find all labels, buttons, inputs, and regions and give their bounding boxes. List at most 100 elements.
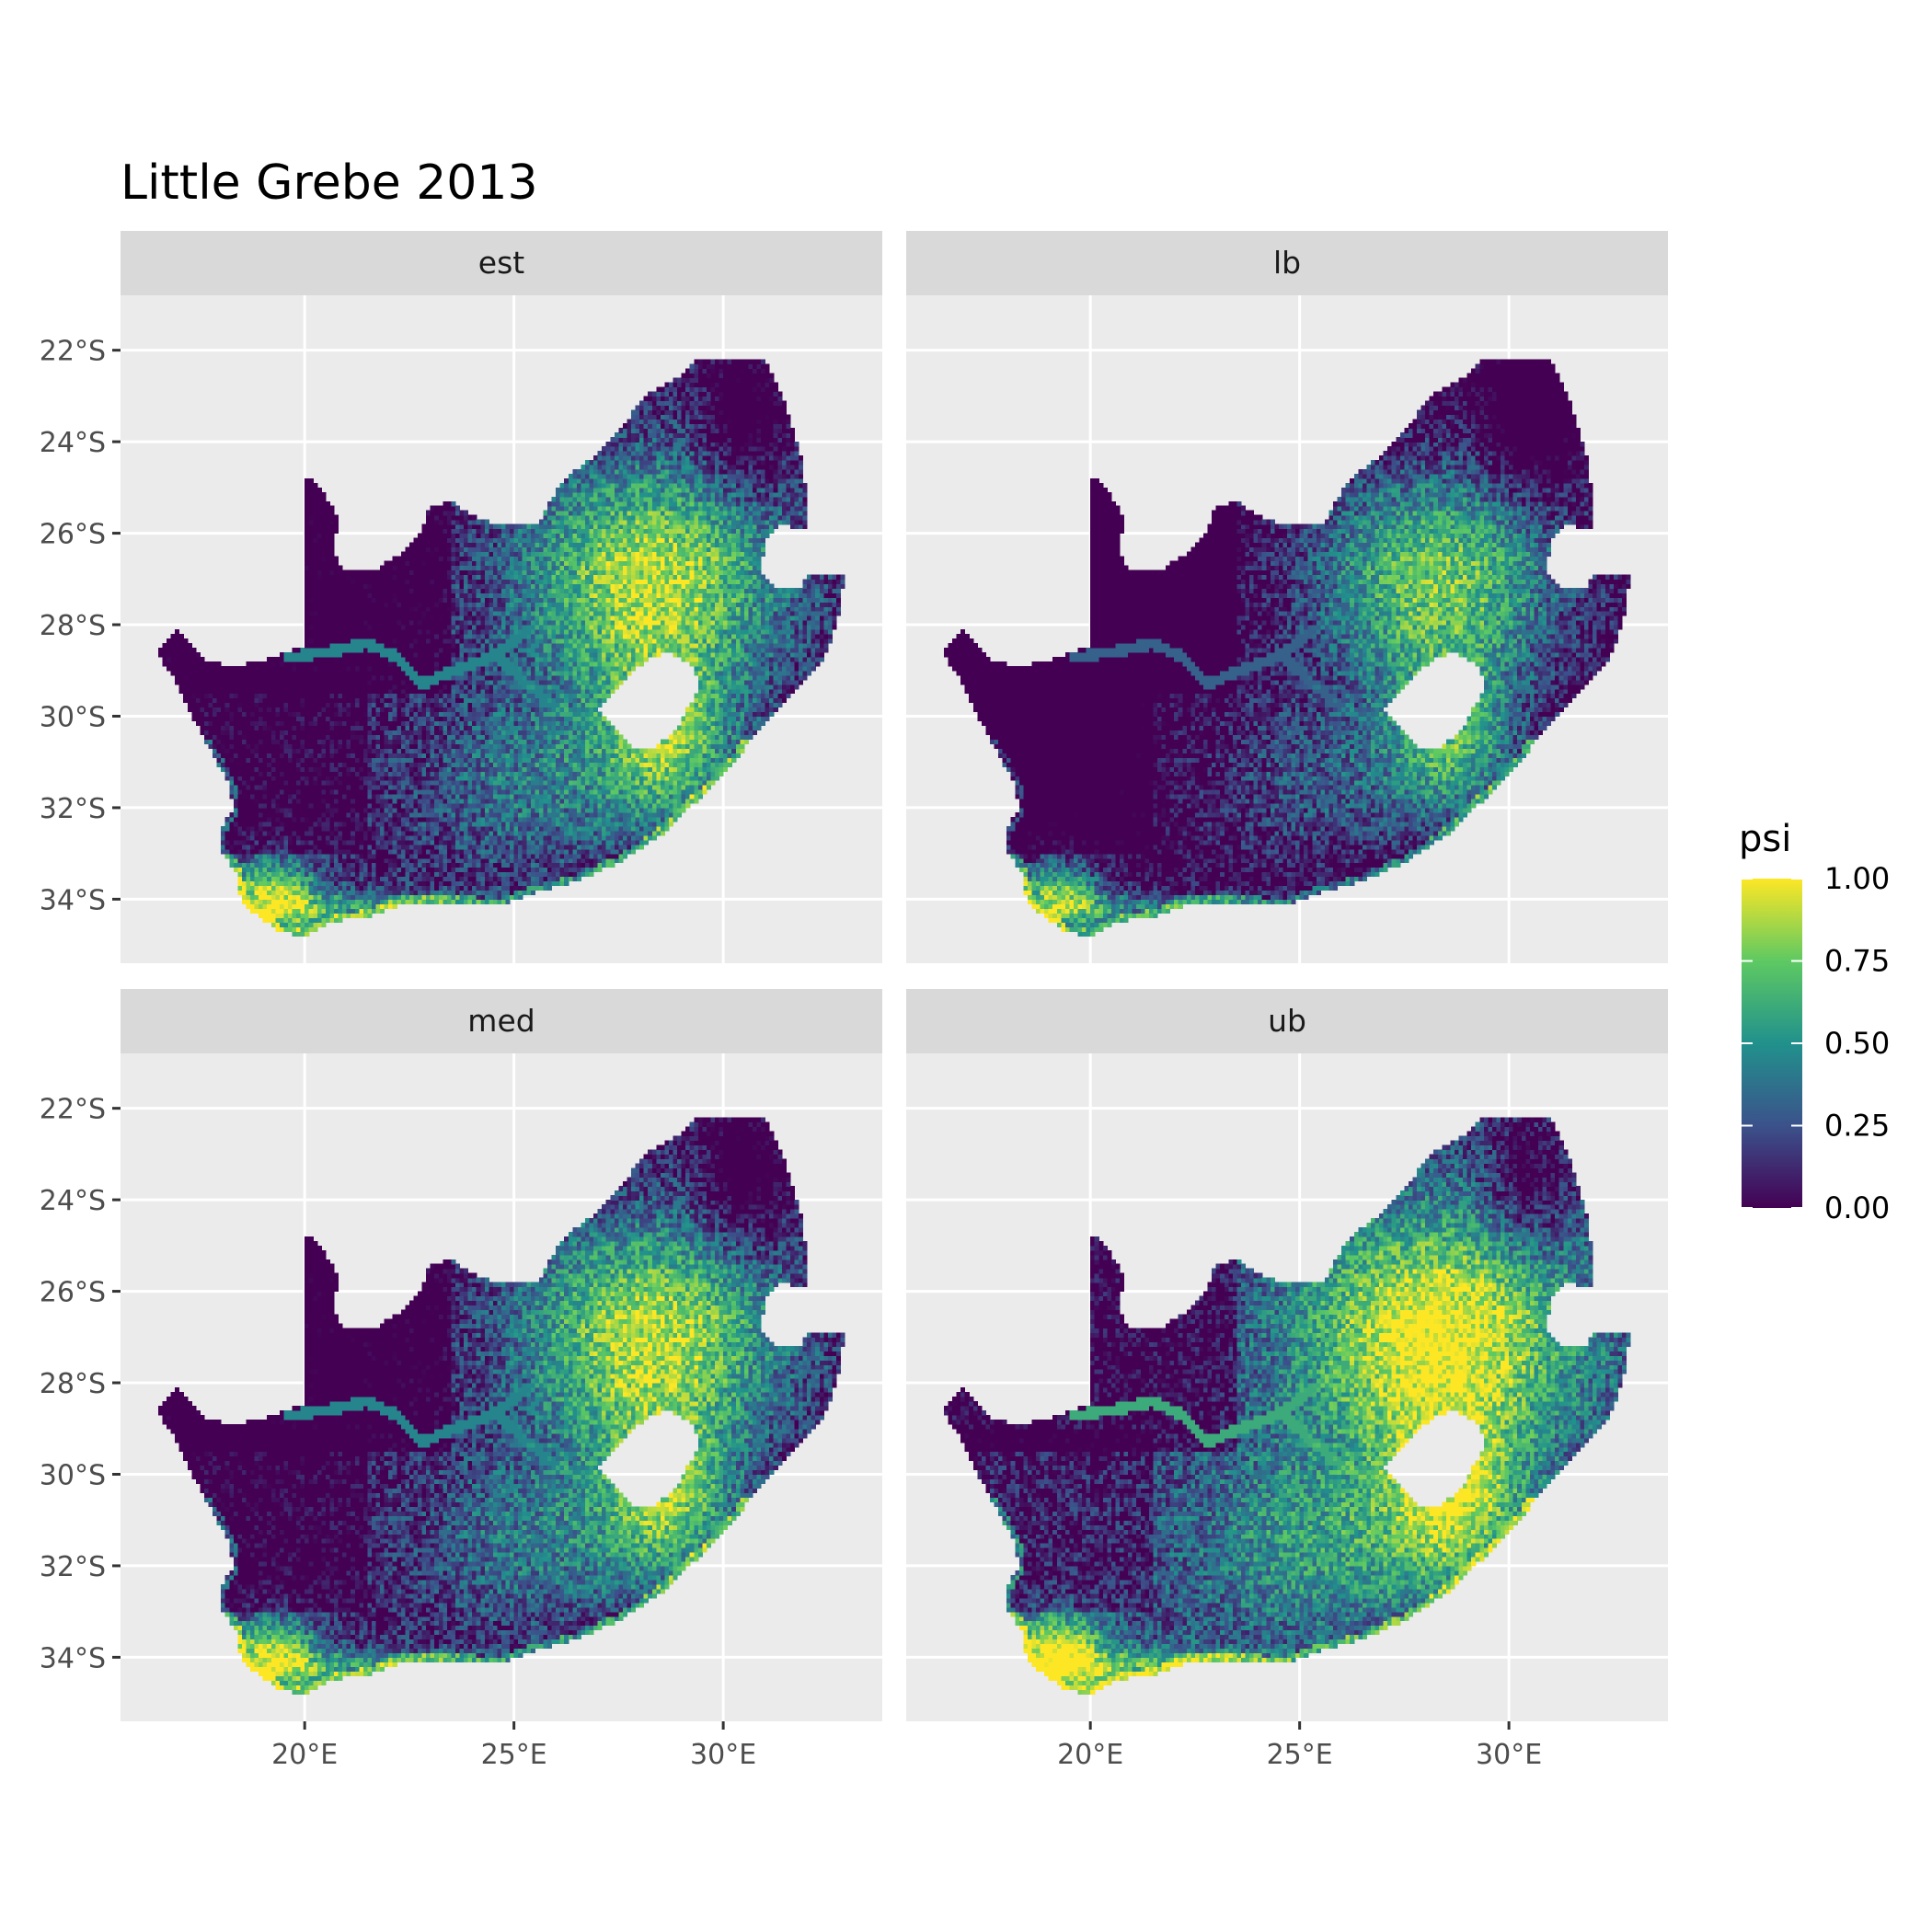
- psi-cell: [217, 712, 222, 718]
- psi-cell: [204, 689, 209, 695]
- psi-cell: [330, 560, 335, 566]
- psi-cell: [334, 771, 339, 776]
- psi-cell: [385, 785, 389, 790]
- psi-cell: [372, 638, 376, 644]
- psi-cell: [213, 721, 217, 727]
- psi-cell: [385, 721, 389, 727]
- psi-cell: [363, 629, 368, 635]
- psi-cell: [267, 903, 271, 909]
- psi-cell: [380, 615, 385, 621]
- psi-cell: [225, 743, 230, 749]
- psi-cell: [339, 913, 343, 918]
- psi-cell: [283, 803, 288, 809]
- psi-cell: [313, 730, 317, 735]
- psi-cell: [347, 652, 351, 658]
- psi-cell: [372, 583, 376, 589]
- psi-cell: [342, 743, 347, 749]
- psi-cell: [321, 661, 326, 667]
- psi-cell: [288, 785, 293, 790]
- psi-cell: [309, 926, 314, 932]
- psi-cell: [372, 730, 376, 735]
- psi-cell: [351, 579, 355, 584]
- psi-cell: [188, 666, 192, 672]
- psi-cell: [237, 721, 242, 727]
- psi-cell: [363, 680, 368, 685]
- psi-cell: [367, 803, 372, 809]
- psi-cell: [217, 721, 222, 727]
- psi-cell: [305, 845, 309, 850]
- psi-cell: [242, 757, 247, 763]
- psi-cell: [388, 799, 393, 804]
- psi-cell: [313, 721, 317, 727]
- psi-cell: [321, 652, 326, 658]
- psi-cell: [280, 831, 284, 836]
- psi-cell: [309, 694, 314, 699]
- psi-cell: [296, 799, 301, 804]
- psi-cell: [247, 675, 251, 681]
- psi-cell: [247, 739, 251, 744]
- psi-cell: [355, 854, 360, 859]
- psi-cell: [309, 899, 314, 904]
- psi-cell: [342, 762, 347, 767]
- psi-cell: [309, 611, 314, 616]
- psi-cell: [330, 817, 335, 822]
- psi-cell: [385, 684, 389, 690]
- psi-cell: [263, 917, 268, 923]
- psi-cell: [326, 854, 330, 859]
- psi-cell: [247, 835, 251, 841]
- psi-cell: [296, 894, 301, 900]
- psi-cell: [330, 574, 335, 580]
- psi-cell: [271, 868, 276, 873]
- psi-cell: [347, 845, 351, 850]
- psi-cell: [280, 908, 284, 914]
- psi-cell: [309, 583, 314, 589]
- psi-cell: [326, 872, 330, 878]
- psi-cell: [339, 606, 343, 612]
- psi-cell: [275, 771, 280, 776]
- psi-cell: [359, 881, 363, 887]
- psi-cell: [363, 863, 368, 868]
- psi-cell: [255, 675, 259, 681]
- psi-cell: [339, 753, 343, 758]
- psi-cell: [342, 780, 347, 786]
- psi-cell: [330, 903, 335, 909]
- psi-cell: [280, 766, 284, 772]
- psi-cell: [275, 675, 280, 681]
- psi-cell: [204, 675, 209, 681]
- psi-cell: [309, 497, 314, 502]
- psi-cell: [309, 858, 314, 864]
- psi-cell: [301, 743, 305, 749]
- psi-cell: [351, 757, 355, 763]
- psi-cell: [309, 560, 314, 566]
- psi-cell: [305, 881, 309, 887]
- psi-cell: [334, 890, 339, 895]
- psi-cell: [351, 835, 355, 841]
- psi-cell: [339, 698, 343, 704]
- psi-cell: [242, 789, 247, 795]
- psi-cell: [247, 684, 251, 690]
- psi-cell: [250, 771, 255, 776]
- psi-cell: [355, 588, 360, 593]
- psi-cell: [283, 652, 288, 658]
- psi-cell: [372, 903, 376, 909]
- psi-cell: [376, 703, 381, 708]
- psi-cell: [326, 913, 330, 918]
- psi-cell: [229, 707, 234, 713]
- psi-cell: [376, 845, 381, 850]
- psi-cell: [372, 717, 376, 722]
- psi-cell: [347, 694, 351, 699]
- psi-cell: [385, 890, 389, 895]
- psi-cell: [237, 671, 242, 676]
- psi-cell: [367, 826, 372, 832]
- psi-cell: [367, 698, 372, 704]
- psi-cell: [313, 877, 317, 882]
- psi-cell: [313, 684, 317, 690]
- psi-cell: [385, 748, 389, 753]
- psi-cell: [380, 753, 385, 758]
- psi-cell: [242, 840, 247, 845]
- psi-cell: [321, 908, 326, 914]
- psi-cell: [296, 721, 301, 727]
- psi-cell: [367, 734, 372, 740]
- psi-cell: [376, 849, 381, 855]
- psi-cell: [313, 511, 317, 516]
